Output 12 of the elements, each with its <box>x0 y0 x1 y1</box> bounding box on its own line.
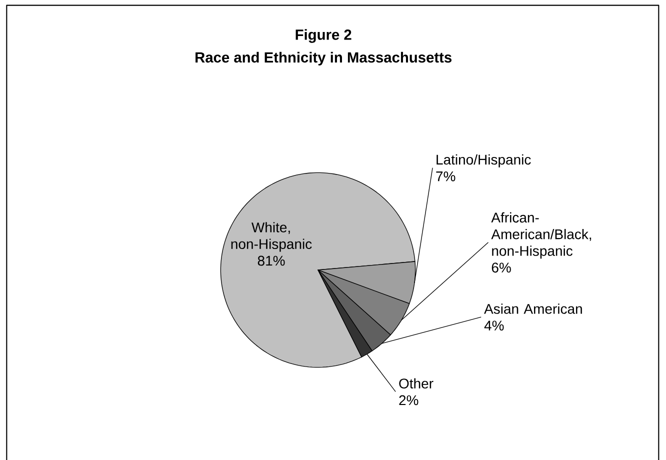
data-label: 4% <box>484 320 504 330</box>
data-label: 6% <box>492 262 511 273</box>
slice-label: Other <box>399 378 434 389</box>
chart-title: Figure 2 <box>296 29 352 43</box>
chart-subtitle: Race and Ethnicity in Massachusetts <box>196 52 452 66</box>
slice-label: African-American/Black, non-Hispanic <box>491 212 592 259</box>
data-label: 81% <box>258 256 285 266</box>
slice-label: Latino/Hispanic <box>436 154 531 168</box>
data-label: 7% <box>436 171 456 182</box>
slice-label: Asian American <box>484 304 582 314</box>
slice-label: White, non-Hispanic <box>231 222 312 252</box>
data-label: 2% <box>399 395 418 406</box>
